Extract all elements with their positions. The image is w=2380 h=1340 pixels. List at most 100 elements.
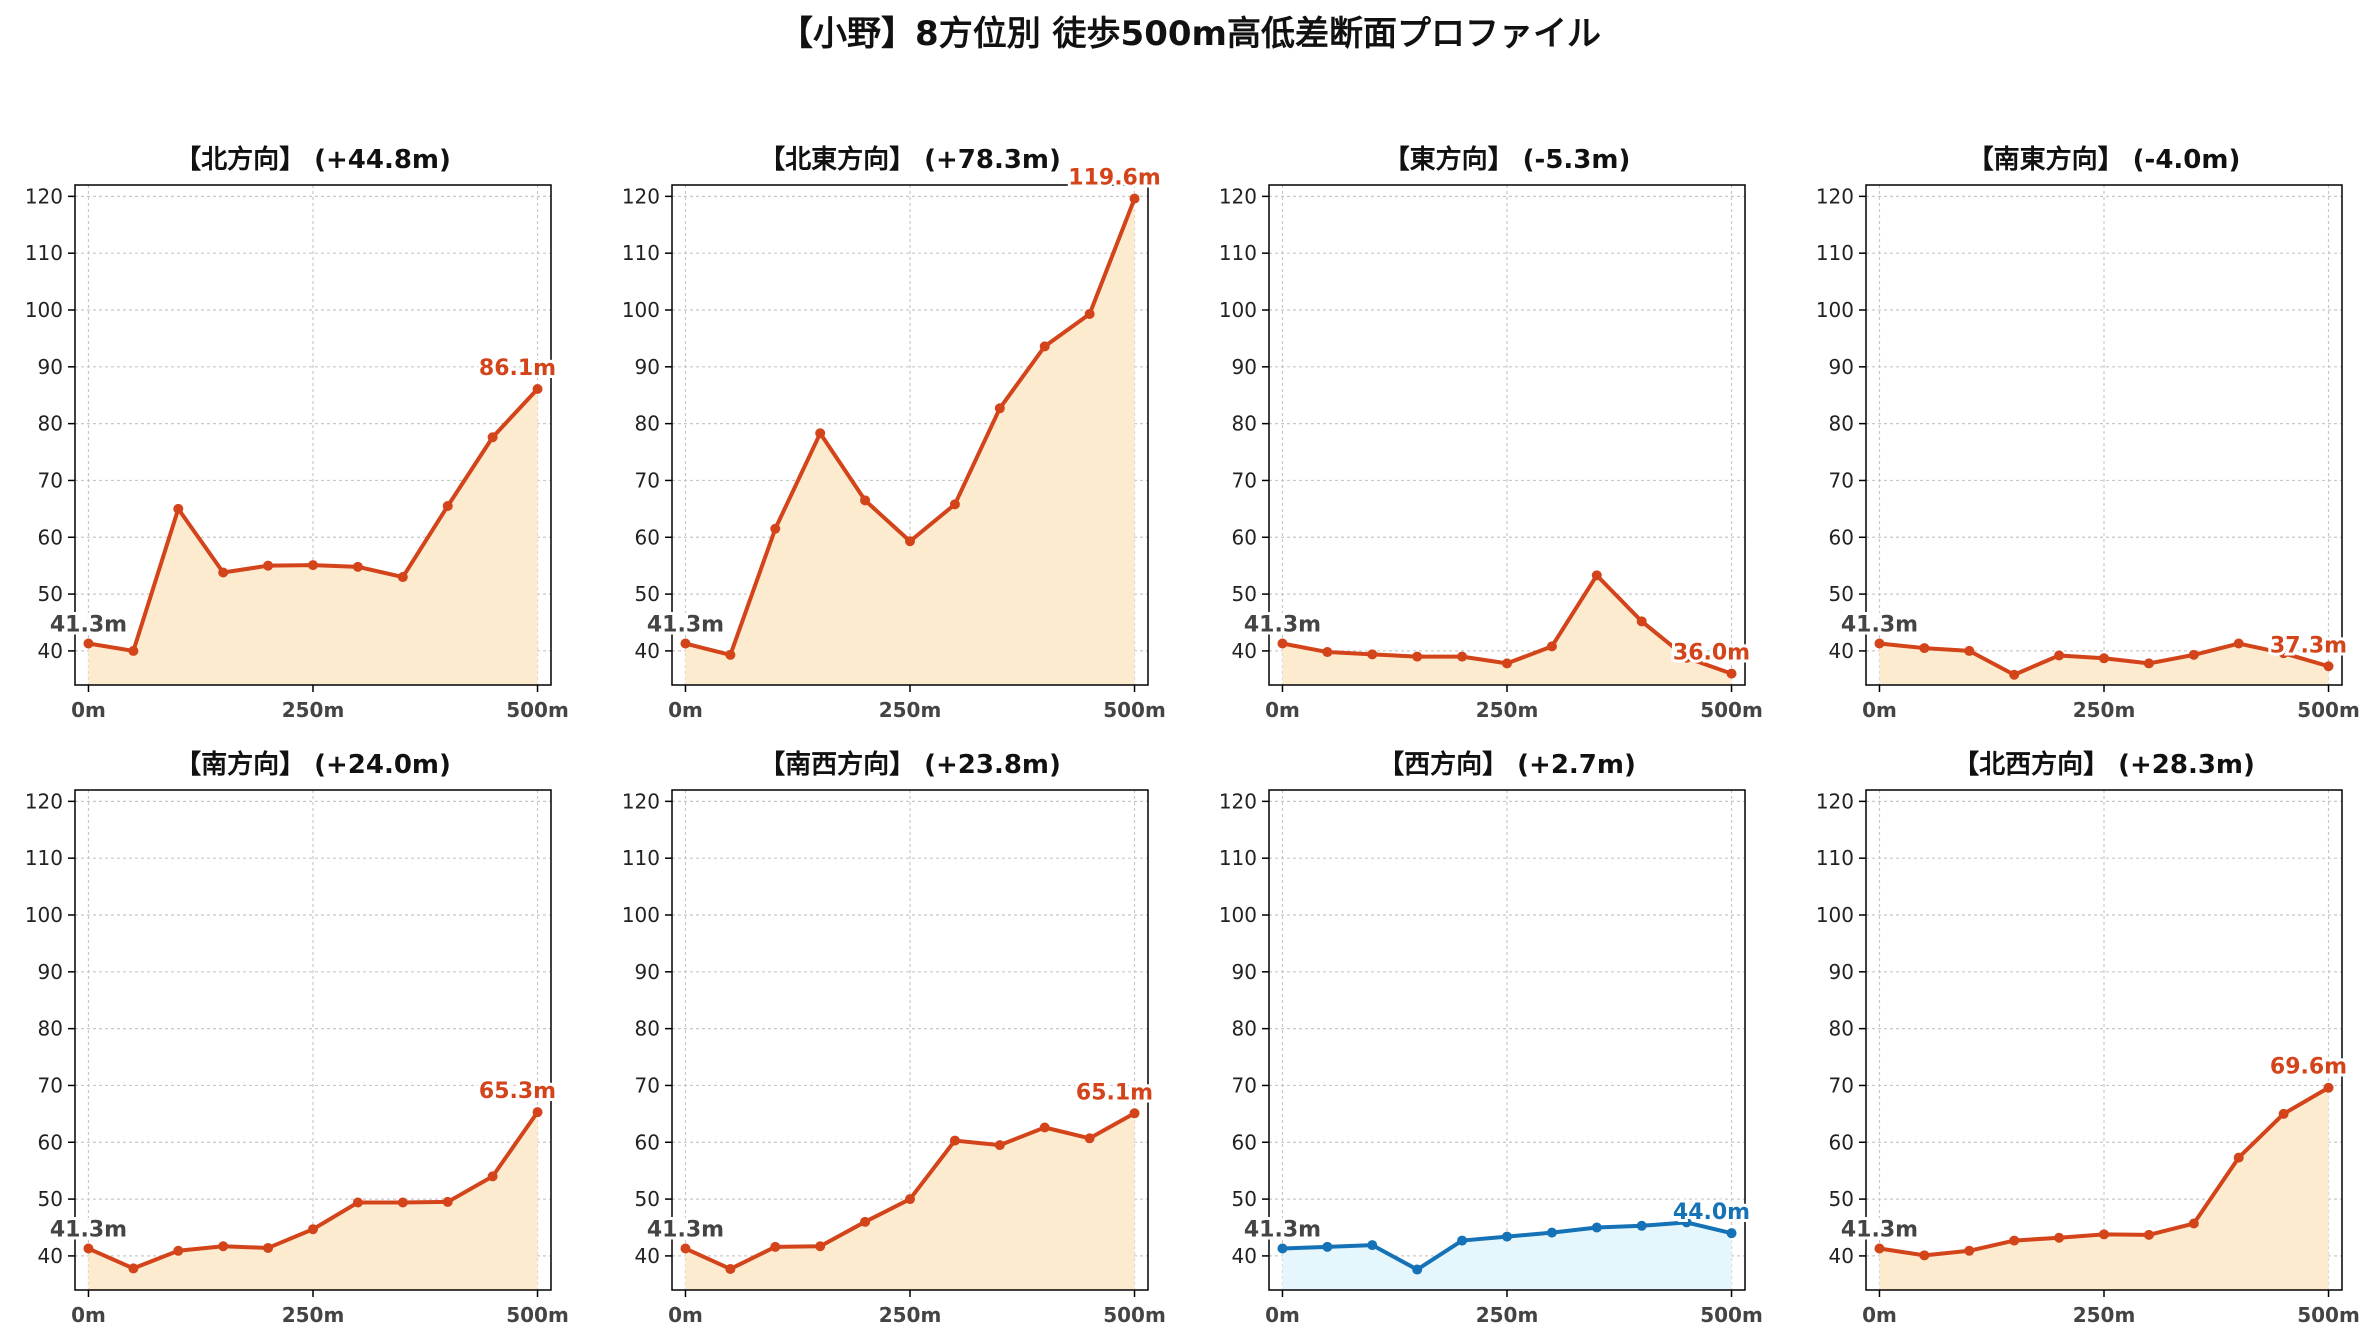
data-point (1726, 1228, 1737, 1239)
panel-title: 【南東方向】 (-4.0m) (1968, 144, 2241, 175)
y-tick-label: 50 (1829, 1187, 1854, 1211)
data-point (2009, 1235, 2020, 1246)
data-point (2188, 649, 2199, 660)
start-elevation-label: 41.3m (1841, 1218, 1918, 1243)
data-point (725, 1263, 736, 1274)
data-point (173, 1245, 184, 1256)
x-tick-label: 250m (1476, 698, 1539, 722)
data-point (860, 495, 871, 506)
data-point (1457, 651, 1468, 662)
data-point (994, 403, 1005, 414)
y-tick-label: 60 (38, 525, 63, 549)
y-tick-label: 40 (1829, 1244, 1854, 1268)
data-point (2143, 658, 2154, 669)
y-tick-label: 110 (1816, 846, 1854, 870)
data-point (905, 536, 915, 547)
data-point (2278, 1108, 2289, 1119)
data-point (352, 561, 363, 572)
data-point (1591, 570, 1602, 581)
start-elevation-label: 41.3m (50, 1218, 127, 1243)
x-tick-label: 500m (2297, 698, 2360, 722)
y-tick-label: 60 (635, 525, 660, 549)
y-tick-label: 90 (635, 355, 660, 379)
y-tick-label: 100 (1816, 903, 1854, 927)
profile-area (685, 198, 1135, 686)
y-tick-label: 60 (1829, 1130, 1854, 1154)
y-tick-label: 70 (1232, 468, 1257, 492)
data-point (770, 523, 781, 534)
y-tick-label: 50 (635, 1187, 660, 1211)
y-tick-label: 110 (25, 846, 63, 870)
x-tick-label: 500m (506, 698, 569, 722)
y-tick-label: 60 (1232, 1130, 1257, 1154)
y-tick-label: 80 (1232, 412, 1257, 436)
data-point (994, 1140, 1005, 1151)
panel-title: 【北東方向】 (+78.3m) (759, 144, 1061, 175)
data-point (1591, 1222, 1602, 1233)
y-tick-label: 60 (38, 1130, 63, 1154)
y-tick-label: 120 (622, 184, 660, 208)
data-point (2233, 1152, 2244, 1163)
x-tick-label: 500m (2297, 1303, 2360, 1327)
y-tick-label: 40 (635, 1244, 660, 1268)
x-tick-label: 0m (668, 1303, 703, 1327)
x-tick-label: 0m (71, 1303, 106, 1327)
x-tick-label: 500m (1103, 1303, 1166, 1327)
data-point (1502, 1231, 1512, 1242)
end-elevation-label: 86.1m (479, 356, 556, 381)
y-tick-label: 110 (622, 241, 660, 265)
y-tick-label: 100 (1219, 298, 1257, 322)
data-point (1412, 651, 1423, 662)
data-point (1964, 645, 1975, 656)
y-tick-label: 70 (1829, 1073, 1854, 1097)
y-tick-label: 80 (38, 1017, 63, 1041)
data-point (263, 560, 274, 571)
data-point (2323, 661, 2334, 672)
y-tick-label: 120 (1219, 789, 1257, 813)
end-elevation-label: 44.0m (1673, 1200, 1750, 1225)
panel-title: 【北西方向】 (+28.3m) (1953, 749, 2255, 780)
data-point (397, 572, 408, 583)
data-point (1546, 1227, 1557, 1238)
y-tick-label: 110 (25, 241, 63, 265)
start-elevation-label: 41.3m (50, 613, 127, 638)
data-point (2278, 648, 2289, 659)
data-point (680, 1243, 691, 1254)
data-point (1322, 647, 1333, 658)
end-elevation-label: 65.3m (479, 1079, 556, 1104)
y-tick-label: 110 (1816, 241, 1854, 265)
y-tick-label: 100 (1219, 903, 1257, 927)
data-point (815, 1241, 826, 1252)
data-point (905, 1194, 915, 1205)
data-point (1919, 1250, 1930, 1261)
data-point (2054, 650, 2065, 661)
start-elevation-label: 41.3m (1841, 613, 1918, 638)
data-point (2099, 653, 2109, 664)
y-tick-label: 100 (25, 903, 63, 927)
y-tick-label: 50 (1829, 582, 1854, 606)
y-tick-label: 100 (622, 903, 660, 927)
data-point (128, 1263, 139, 1274)
profile-area (88, 388, 538, 685)
y-tick-label: 110 (622, 846, 660, 870)
data-point (218, 567, 229, 578)
end-elevation-label: 65.1m (1076, 1080, 1153, 1105)
panel-title: 【南方向】 (+24.0m) (175, 749, 451, 780)
data-point (2009, 669, 2020, 680)
y-tick-label: 100 (622, 298, 660, 322)
y-tick-label: 80 (1829, 412, 1854, 436)
y-tick-label: 90 (1232, 960, 1257, 984)
start-elevation-label: 41.3m (1244, 1218, 1321, 1243)
end-elevation-label: 69.6m (2270, 1055, 2347, 1080)
profile-panel-2: 【北東方向】 (+78.3m) 40 50 60 70 80 90 100 110 120 0m 25… (622, 144, 1166, 722)
data-point (352, 1197, 363, 1208)
x-tick-label: 0m (1862, 1303, 1897, 1327)
data-point (1084, 308, 1095, 319)
y-tick-label: 80 (635, 1017, 660, 1041)
data-point (949, 1135, 960, 1146)
start-elevation-label: 41.3m (647, 613, 724, 638)
data-point (1129, 193, 1140, 204)
data-point (1874, 1243, 1885, 1254)
data-point (1412, 1264, 1423, 1275)
data-point (1277, 1243, 1288, 1254)
